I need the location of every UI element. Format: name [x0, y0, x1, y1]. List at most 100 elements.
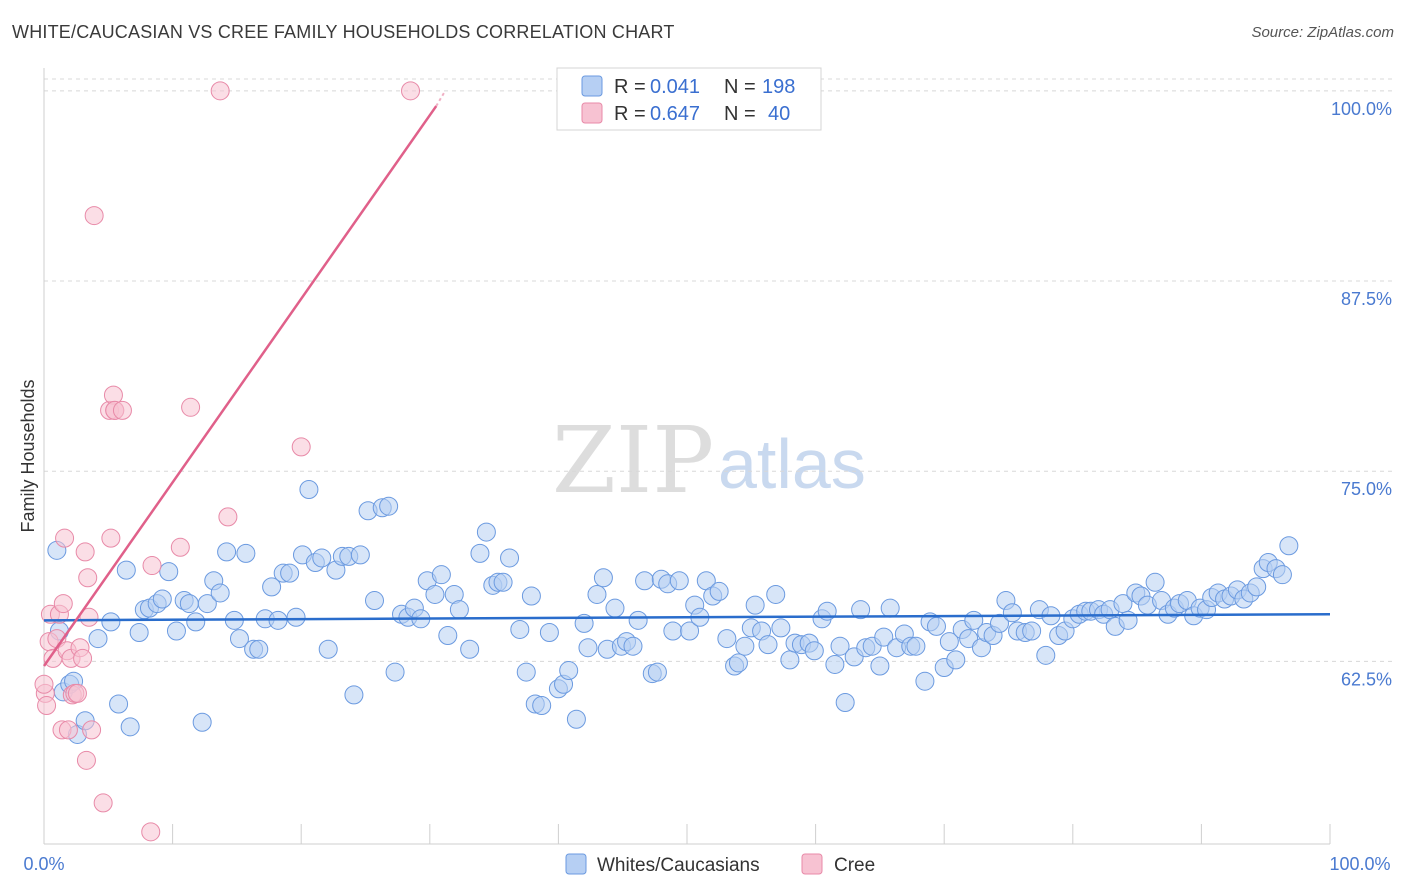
whites-point-60 — [438, 626, 458, 646]
legend-n-value-whites: 198 — [762, 76, 795, 98]
whites-point-68 — [493, 572, 513, 592]
whites-point-141 — [959, 629, 979, 649]
trend-line-cree — [42, 105, 438, 667]
whites-point-69 — [500, 548, 520, 568]
whites-point-105 — [728, 653, 748, 673]
whites-point-121 — [830, 636, 850, 656]
whites-point-186 — [1247, 577, 1267, 597]
whites-point-136 — [926, 616, 946, 636]
watermark-atlas: atlas — [718, 425, 866, 503]
source-label: Source: ZipAtlas.com — [1251, 24, 1394, 41]
x-tick-label-max: 100.0% — [1329, 854, 1390, 874]
bottom-legend-swatch-cree — [801, 853, 823, 875]
y-axis-tick-labels: 100.0% 87.5% 75.0% 62.5% — [1331, 99, 1392, 690]
watermark-zip: ZIP — [552, 407, 714, 514]
whites-point-31 — [249, 639, 269, 659]
whites-point-190 — [1272, 565, 1292, 585]
legend-r-value-whites: 0.041 — [650, 76, 700, 98]
whites-point-7 — [88, 629, 108, 649]
cree-point-30 — [112, 400, 132, 420]
whites-point-39 — [299, 479, 319, 499]
whites-point-103 — [717, 629, 737, 649]
whites-point-63 — [460, 639, 480, 659]
y-axis-label: Family Households — [18, 379, 38, 532]
legend: R = 0.041 N = 198 R = 0.647 N = 40 — [556, 67, 822, 131]
whites-point-117 — [804, 641, 824, 661]
trend-line-cree-extension — [435, 90, 447, 107]
cree-point-20 — [78, 568, 98, 588]
whites-point-28 — [229, 629, 249, 649]
whites-point-11 — [120, 717, 140, 737]
cree-point-21 — [79, 607, 99, 627]
whites-point-108 — [745, 595, 765, 615]
whites-point-151 — [1022, 621, 1042, 641]
whites-point-29 — [236, 543, 256, 563]
whites-point-22 — [192, 712, 212, 732]
whites-point-72 — [521, 586, 541, 606]
chart-title: WHITE/CAUCASIAN VS CREE FAMILY HOUSEHOLD… — [12, 22, 675, 42]
whites-point-52 — [385, 662, 405, 682]
bottom-legend-swatch-whites — [565, 853, 587, 875]
legend-r-label-whites: R = — [614, 76, 646, 98]
whites-point-78 — [559, 661, 579, 681]
bottom-legend-label-cree: Cree — [834, 855, 875, 876]
whites-point-75 — [539, 623, 559, 643]
cree-point-22 — [82, 720, 102, 740]
bottom-legend-label-whites: Whites/Caucasians — [597, 855, 760, 876]
whites-point-37 — [286, 607, 306, 627]
whites-point-124 — [851, 600, 871, 620]
cree-point-11 — [58, 720, 78, 740]
whites-point-110 — [758, 635, 778, 655]
whites-point-92 — [647, 662, 667, 682]
cree-point-17 — [73, 648, 93, 668]
whites-point-153 — [1036, 645, 1056, 665]
whites-point-46 — [344, 685, 364, 705]
cree-point-35 — [210, 81, 230, 101]
whites-point-133 — [906, 636, 926, 656]
cree-point-19 — [76, 750, 96, 770]
whites-point-120 — [825, 654, 845, 674]
whites-point-128 — [874, 627, 894, 647]
whites-point-138 — [939, 632, 959, 652]
whites-point-97 — [680, 621, 700, 641]
whites-point-85 — [605, 598, 625, 618]
whites-point-112 — [771, 618, 791, 638]
cree-point-24 — [93, 793, 113, 813]
whites-point-113 — [780, 650, 800, 670]
whites-point-74 — [532, 696, 552, 716]
cree-point-39 — [34, 674, 54, 694]
y-tick-label-0: 100.0% — [1331, 99, 1392, 119]
whites-point-102 — [709, 581, 729, 601]
legend-n-value-cree: 40 — [768, 103, 790, 125]
whites-point-90 — [635, 571, 655, 591]
whites-point-10 — [116, 560, 136, 580]
whites-point-88 — [623, 636, 643, 656]
whites-point-95 — [663, 621, 683, 641]
x-axis-ticks — [43, 824, 1331, 844]
legend-swatch-whites — [581, 75, 603, 97]
whites-point-83 — [593, 568, 613, 588]
cree-point-15 — [67, 683, 87, 703]
cree-point-31 — [141, 822, 161, 842]
series-cree-points — [34, 81, 421, 842]
cree-point-34 — [181, 397, 201, 417]
whites-point-62 — [449, 600, 469, 620]
whites-point-122 — [835, 692, 855, 712]
whites-point-9 — [109, 694, 129, 714]
whites-point-21 — [186, 612, 206, 632]
cree-point-9 — [55, 528, 75, 548]
whites-point-33 — [262, 577, 282, 597]
y-tick-label-3: 62.5% — [1341, 669, 1392, 689]
legend-r-label-cree: R = — [614, 103, 646, 125]
y-tick-label-2: 75.0% — [1341, 479, 1392, 499]
whites-point-47 — [350, 545, 370, 565]
whites-point-58 — [425, 584, 445, 604]
whites-point-42 — [318, 639, 338, 659]
legend-n-label-whites: N = — [724, 76, 756, 98]
legend-swatch-cree — [581, 102, 603, 124]
cree-point-18 — [75, 542, 95, 562]
whites-point-146 — [989, 613, 1009, 633]
whites-point-49 — [365, 591, 385, 611]
cree-point-32 — [142, 556, 162, 576]
